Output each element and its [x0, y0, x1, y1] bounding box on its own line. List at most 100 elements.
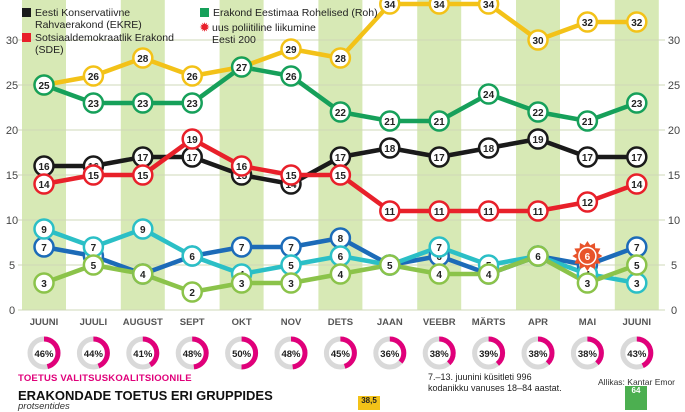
data-label: 19 — [187, 135, 199, 146]
data-point — [527, 245, 549, 267]
data-label: 7 — [41, 243, 47, 254]
donut-label: 36% — [380, 349, 400, 360]
legend-ekre: Eesti Konservatiivne Rahvaerakond (EKRE) — [22, 7, 175, 31]
data-point — [428, 110, 450, 132]
legend-label: uus poliitiline liikumine Eesti 200 — [212, 22, 316, 46]
legend-swatch — [200, 8, 209, 17]
data-label: 22 — [532, 108, 544, 119]
data-point — [181, 128, 203, 150]
x-tick-label: DETS — [328, 317, 353, 328]
data-label: 17 — [582, 153, 594, 164]
y-tick-label: 5 — [671, 260, 677, 272]
data-point — [82, 92, 105, 114]
data-point — [82, 65, 105, 87]
data-label: 11 — [385, 207, 396, 218]
donut-label: 43% — [627, 349, 647, 360]
survey-note: 7.–13. juunini küsitleti 996 kodanikku v… — [428, 372, 562, 393]
data-label: 32 — [582, 18, 594, 29]
data-label: 29 — [285, 45, 297, 56]
donut-fill — [521, 336, 555, 370]
y-tick-label: 10 — [6, 215, 18, 227]
data-point — [477, 200, 500, 222]
data-label: 15 — [137, 171, 149, 182]
data-label: 34 — [384, 0, 396, 11]
data-point — [576, 110, 599, 132]
data-point — [576, 272, 599, 294]
data-label: 14 — [631, 180, 643, 191]
data-label: 6 — [535, 252, 541, 263]
donut-label: 50% — [232, 349, 252, 360]
data-label: 28 — [335, 54, 347, 65]
data-label: 18 — [384, 144, 396, 155]
data-point — [477, 263, 500, 285]
data-label: 26 — [88, 72, 100, 83]
data-point — [132, 164, 154, 186]
data-label: 22 — [335, 108, 347, 119]
data-label: 17 — [137, 153, 149, 164]
starburst-icon: ✹ — [200, 22, 210, 34]
data-point — [576, 191, 599, 213]
donut-label: 46% — [34, 349, 54, 360]
data-label: 11 — [483, 207, 494, 218]
data-point — [379, 110, 401, 132]
data-point — [626, 173, 648, 195]
legend-swatch — [22, 8, 31, 17]
y-tick-label: 10 — [668, 215, 680, 227]
data-label: 7 — [436, 243, 442, 254]
legend-swatch — [22, 33, 31, 42]
data-point — [428, 200, 450, 222]
data-label: 17 — [335, 153, 347, 164]
donut-label: 48% — [281, 349, 301, 360]
series-markers: 2526282627292834343430323225232323272622… — [33, 0, 648, 303]
data-label: 8 — [338, 234, 344, 245]
groups-title: ERAKONDADE TOETUS ERI GRUPPIDES — [18, 388, 273, 403]
data-label: 4 — [436, 270, 442, 281]
data-point — [329, 47, 352, 69]
data-point — [379, 254, 401, 276]
data-label: 7 — [239, 243, 245, 254]
data-point — [527, 29, 549, 51]
data-point — [132, 218, 154, 240]
donut-label: 38% — [528, 349, 548, 360]
legend-label: Erakond Eestimaa Rohelised (Roh) — [213, 7, 378, 19]
data-point — [379, 137, 401, 159]
data-point — [576, 146, 599, 168]
data-point — [576, 11, 599, 33]
donut-fill — [422, 336, 456, 370]
donut-label: 44% — [84, 349, 104, 360]
column-band — [219, 0, 264, 310]
y-tick-label: 15 — [6, 170, 18, 182]
data-label: 34 — [483, 0, 495, 11]
group-bar-yellow: 38,5 — [358, 396, 380, 410]
data-label: 21 — [384, 117, 396, 128]
x-tick-label: MÄRTS — [472, 317, 506, 328]
data-label: 32 — [631, 18, 643, 29]
y-tick-label: 0 — [671, 305, 677, 317]
data-label: 23 — [137, 99, 149, 110]
data-label: 17 — [631, 153, 643, 164]
y-tick-label: 20 — [668, 125, 680, 137]
data-label: 3 — [634, 279, 640, 290]
data-point — [181, 245, 203, 267]
data-point — [329, 263, 352, 285]
data-point — [477, 83, 500, 105]
data-point — [33, 74, 55, 96]
data-label: 30 — [532, 36, 544, 47]
data-point — [280, 65, 302, 87]
data-point — [626, 146, 648, 168]
column-band — [22, 0, 66, 310]
legend-label: Eesti Konservatiivne Rahvaerakond (EKRE) — [35, 7, 142, 31]
data-point — [280, 272, 302, 294]
data-label: 26 — [187, 72, 199, 83]
data-point — [329, 101, 352, 123]
data-label: 34 — [434, 0, 446, 11]
legend-label: Sotsiaaldemokraatlik Erakond (SDE) — [35, 32, 174, 56]
data-label: 27 — [236, 63, 248, 74]
data-label: 15 — [335, 171, 347, 182]
data-label: 6 — [189, 252, 195, 263]
data-point — [527, 200, 549, 222]
x-tick-label: JUUNI — [623, 317, 652, 328]
data-label: 5 — [288, 261, 294, 272]
x-tick-label: MAI — [579, 317, 596, 328]
